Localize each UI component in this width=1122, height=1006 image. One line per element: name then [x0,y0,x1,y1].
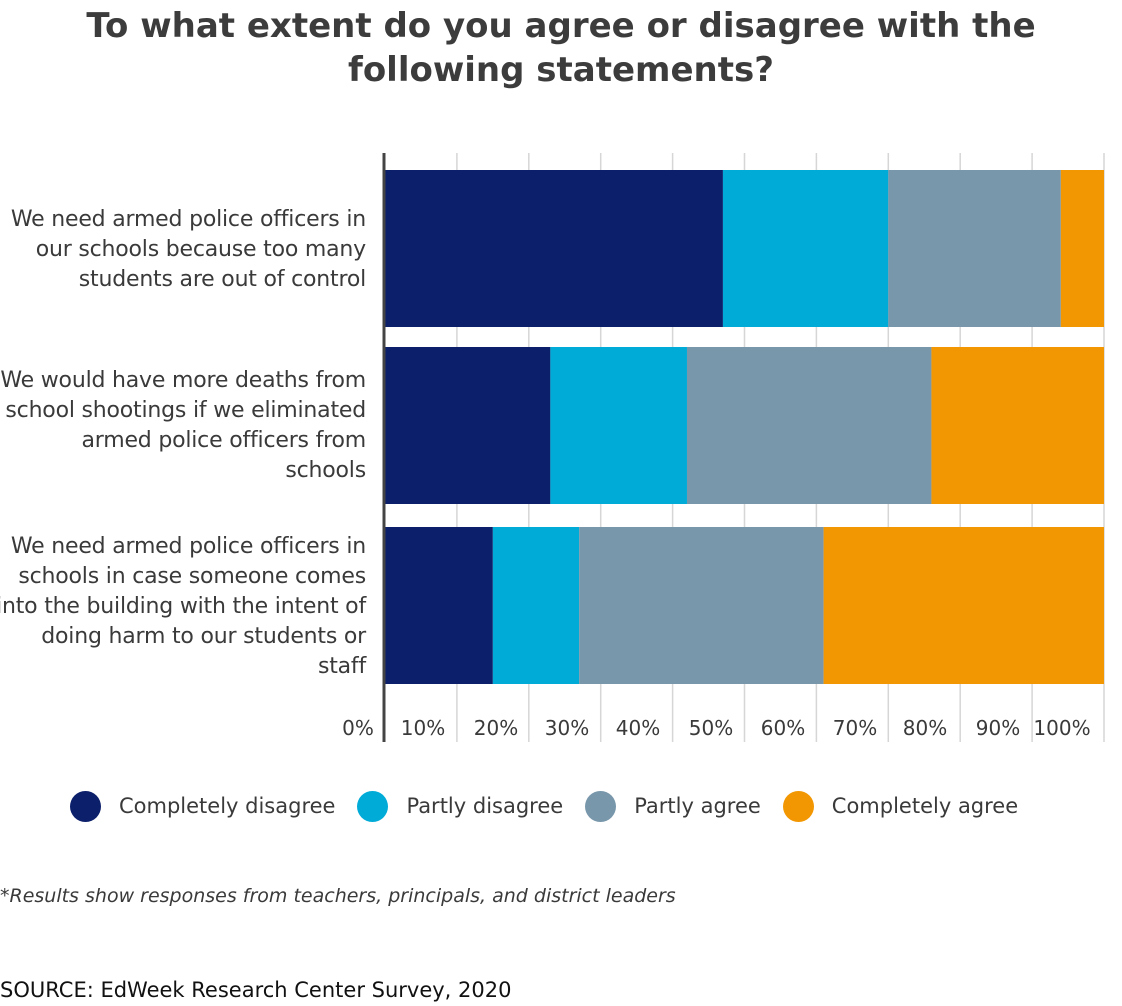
category-label-2: We would have more deaths from school sho… [0,366,366,486]
x-tick-label: 60% [761,716,805,740]
bar-segment-partly-agree-row-3 [579,527,824,684]
legend-swatch [782,790,814,822]
bar-segment-completely-agree-row-1 [1060,170,1104,327]
legend-item-completely-agree: Completely agree [782,790,1019,822]
bar-segment-partly-disagree-row-2 [550,347,687,504]
category-label-line: school shootings if we eliminated [5,398,366,423]
legend: Completely disagree Partly disagree Partly… [70,788,1040,824]
legend-label: Partly disagree [406,794,564,818]
footnote: *Results show responses from teachers, p… [0,885,676,907]
bar-segment-completely-disagree-row-3 [385,527,493,684]
x-tick-label: 10% [401,716,445,740]
chart-title-line-2: following statements? [348,50,774,90]
x-tick-label: 40% [616,716,660,740]
stacked-bar-chart: 0% 10% 20% 30% 40% 50% 60% 70% 80% 90% 100% [342,153,1105,742]
category-label-line: students are out of control [78,267,366,292]
bar-segment-completely-disagree-row-1 [385,170,723,327]
category-label-line: We would have more deaths from [0,368,366,393]
source-note: SOURCE: EdWeek Research Center Survey, 2… [0,978,512,1002]
bar-segment-completely-disagree-row-2 [385,347,551,504]
category-label-line: staff [317,654,366,679]
category-label-line: armed police officers from [81,428,366,453]
chart-title-line-1: To what extent do you agree or disagree … [86,6,1036,46]
category-label-line: We need armed police officers in [10,534,366,559]
x-tick-label: 90% [976,716,1020,740]
x-tick-label: 50% [689,716,733,740]
x-tick-label: 20% [474,716,518,740]
bar-segment-partly-agree-row-1 [888,170,1061,327]
bar-segment-partly-disagree-row-3 [492,527,580,684]
legend-swatch [585,790,617,822]
legend-label: Partly agree [634,794,761,818]
legend-label: Completely agree [831,794,1019,818]
legend-item-partly-disagree: Partly disagree [357,790,564,822]
bar-segment-completely-agree-row-3 [823,527,1104,684]
category-label-line: schools [285,458,366,483]
legend-swatch [357,790,389,822]
category-label-1: We need armed police officers in our scho… [0,205,366,295]
x-tick-label: 0% [342,716,374,740]
legend-swatch [70,790,101,822]
category-label-line: our schools because too many [35,237,366,262]
x-tick-label: 30% [545,716,589,740]
category-label-line: We need armed police officers in [10,207,366,232]
bar-segment-partly-agree-row-2 [686,347,932,504]
category-label-line: into the building with the intent of [0,594,366,619]
legend-item-completely-disagree: Completely disagree [70,790,336,822]
bar-segment-partly-disagree-row-1 [722,170,889,327]
bar-segment-completely-agree-row-2 [931,347,1104,504]
legend-label: Completely disagree [119,794,336,818]
x-tick-label: 100% [1033,716,1090,740]
category-label-line: schools in case someone comes [18,564,366,589]
legend-item-partly-agree: Partly agree [585,790,761,822]
x-tick-label: 80% [903,716,947,740]
category-label-3: We need armed police officers in schools … [0,532,366,682]
chart-title: To what extent do you agree or disagree … [0,4,1122,92]
x-tick-label: 70% [833,716,877,740]
category-label-line: doing harm to our students or [41,624,366,649]
